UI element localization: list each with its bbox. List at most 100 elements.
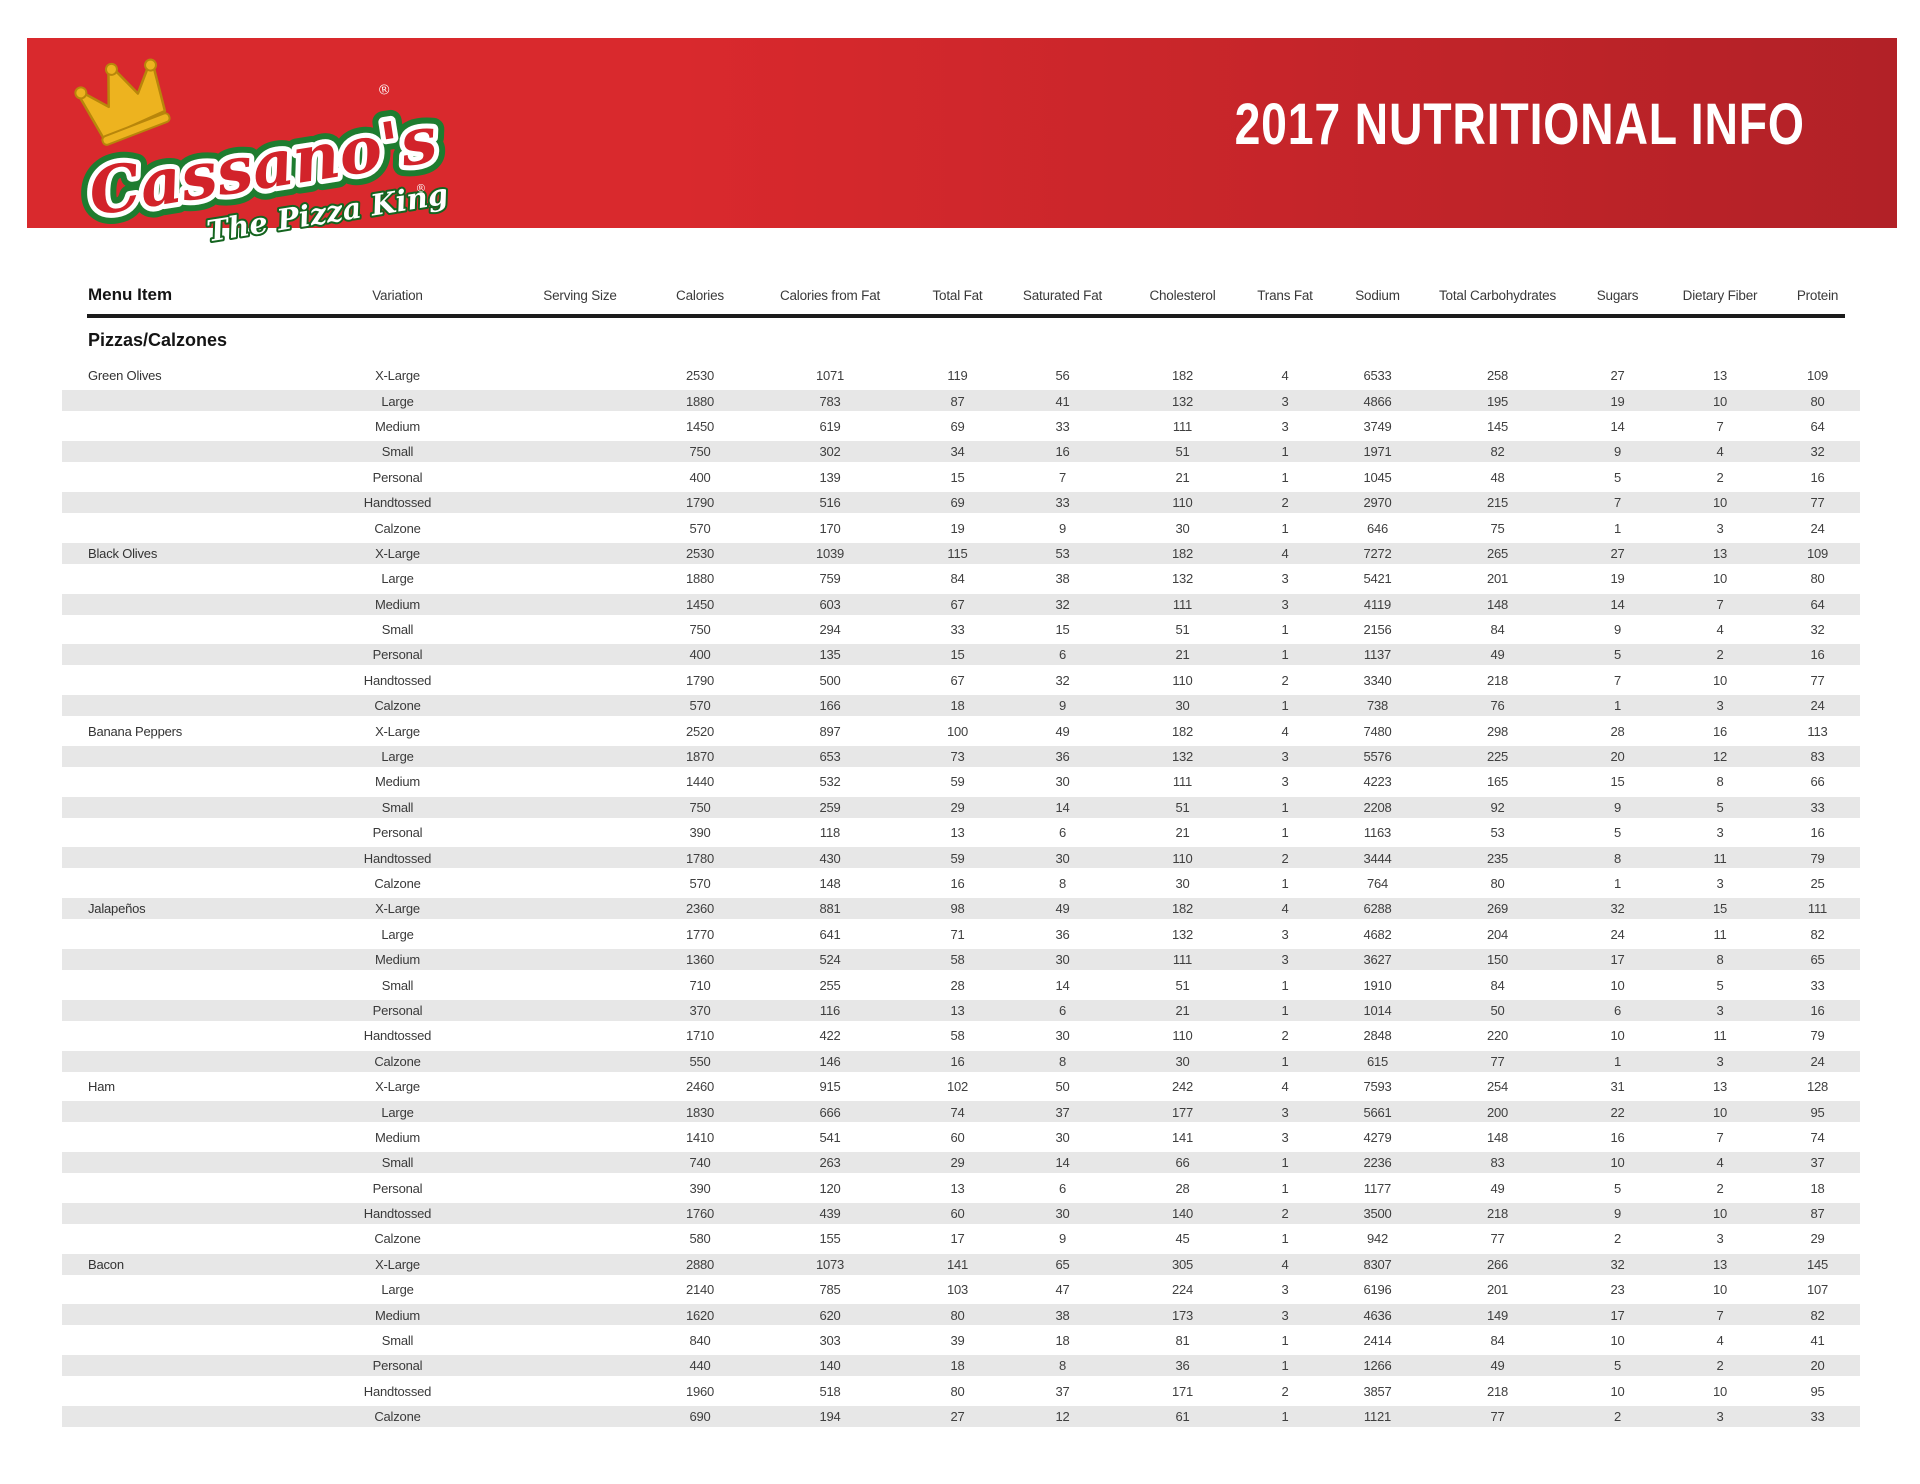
value-cell: 32	[1055, 672, 1070, 688]
value-cell: 258	[1486, 368, 1509, 384]
variation-cell: Large	[381, 571, 414, 587]
value-cell: 74	[915, 1099, 1000, 1125]
value-cell: 14	[1610, 418, 1625, 434]
value-cell: 17	[950, 1231, 965, 1247]
value-cell: 80	[1490, 876, 1505, 891]
section-header: Pizzas/Calzones	[88, 330, 228, 350]
variation-cell: Small	[290, 439, 505, 465]
value-cell: 12	[1000, 1404, 1125, 1430]
table-row: Small 750 259 29 14 51 1 2208 92 9 5 33	[62, 794, 1860, 821]
value-cell: 10	[1712, 571, 1728, 587]
value-cell: 30	[1000, 1200, 1125, 1227]
value-cell: 8307	[1330, 1251, 1425, 1278]
variation-cell: Large	[290, 1099, 505, 1125]
col-header-total-carbohydrates: Total Carbohydrates	[1438, 287, 1556, 303]
table-row: Medium 1360 524 58 30 111 3 3627 150 17 8 65	[62, 946, 1860, 973]
table-row: Personal 400 135 15 6 21 1 1137 49 5 2 16	[62, 642, 1860, 668]
value-cell: 140	[1125, 1200, 1240, 1227]
value-cell: 141	[915, 1251, 1000, 1278]
table-row: Calzone 550 146 16 8 30 1 615 77 1 3 24	[62, 1048, 1860, 1074]
value-cell: 15	[1055, 622, 1070, 638]
table-row: Handtossed 1790 500 67 32 110 2 3340 218 7 10 77	[62, 668, 1860, 693]
serving-size-cell	[505, 718, 655, 743]
value-cell: 80	[1810, 571, 1825, 587]
menu-item-cell	[62, 1176, 290, 1201]
value-cell: 182	[1171, 368, 1194, 384]
value-cell: 4866	[1330, 388, 1425, 414]
variation-cell: Large	[381, 926, 414, 942]
value-cell: 1	[1240, 1353, 1330, 1379]
value-cell: 14	[1570, 591, 1665, 617]
value-cell: 1	[1240, 642, 1330, 668]
value-cell: 3	[1716, 1231, 1724, 1247]
value-cell: 6	[1570, 997, 1665, 1024]
menu-item-cell: Bacon	[62, 1251, 290, 1278]
value-cell: 49	[1425, 642, 1570, 668]
value-cell: 41	[1000, 388, 1125, 414]
menu-item-cell	[62, 1226, 290, 1251]
value-cell: 58	[915, 946, 1000, 973]
table-row: Ham X-Large 2460 915 102 50 242 4 7593 254 31 13 128	[62, 1074, 1860, 1099]
value-cell: 32	[1775, 439, 1860, 465]
value-cell: 10	[1712, 1282, 1728, 1298]
table-row: Large 2140 785 103 47 224 3 6196 201 23 10 107	[62, 1277, 1860, 1302]
menu-item-cell	[62, 1404, 290, 1430]
value-cell: 24	[1775, 693, 1860, 719]
value-cell: 59	[915, 845, 1000, 871]
value-cell: 64	[1810, 418, 1825, 434]
value-cell: 4	[1281, 368, 1289, 384]
value-cell: 1	[1240, 1150, 1330, 1176]
value-cell: 95	[1810, 1383, 1825, 1399]
value-cell: 2360	[655, 896, 745, 922]
menu-item-cell: Green Olives	[88, 368, 162, 384]
nutrition-table: Menu Item Variation Serving Size Calories Ca…	[62, 276, 1860, 1430]
table-row: Medium 1410 541 60 30 141 3 4279 148 16 7 74	[62, 1125, 1860, 1150]
menu-item-cell	[62, 871, 290, 896]
value-cell: 4119	[1330, 591, 1425, 617]
value-cell: 17	[1570, 1302, 1665, 1328]
value-cell: 67	[915, 591, 1000, 617]
value-cell: 135	[745, 642, 915, 668]
value-cell: 10	[1610, 1333, 1625, 1349]
value-cell: 750	[655, 439, 745, 465]
value-cell: 37	[1775, 1150, 1860, 1176]
table-row: Large 1880 783 87 41 132 3 4866 195 19 10 80	[62, 388, 1860, 414]
value-cell: 422	[819, 1028, 841, 1044]
value-cell: 28	[1175, 1180, 1190, 1196]
serving-size-cell	[505, 1200, 655, 1227]
value-cell: 13	[1712, 1079, 1728, 1095]
value-cell: 165	[1486, 774, 1509, 790]
value-cell: 10	[1665, 489, 1775, 516]
value-cell: 9	[1613, 622, 1622, 638]
value-cell: 109	[1806, 368, 1829, 384]
value-cell: 110	[1172, 1028, 1193, 1044]
value-cell: 19	[950, 520, 965, 536]
value-cell: 4	[1240, 540, 1330, 567]
value-cell: 2208	[1330, 794, 1425, 821]
menu-item-cell	[62, 465, 290, 490]
serving-size-cell	[505, 1099, 655, 1125]
serving-size-cell	[505, 896, 655, 922]
value-cell: 7	[1716, 1129, 1724, 1145]
value-cell: 139	[819, 469, 841, 485]
value-cell: 65	[1000, 1251, 1125, 1278]
value-cell: 7480	[1363, 723, 1392, 739]
menu-item-cell	[62, 1099, 290, 1125]
value-cell: 84	[1490, 977, 1505, 993]
value-cell: 1121	[1330, 1404, 1425, 1430]
value-cell: 80	[915, 1302, 1000, 1328]
value-cell: 570	[689, 876, 711, 891]
variation-cell: Personal	[290, 997, 505, 1024]
value-cell: 16	[1712, 723, 1728, 739]
variation-cell: Personal	[372, 469, 423, 485]
value-cell: 9	[1058, 520, 1067, 536]
value-cell: 18	[1810, 1180, 1825, 1196]
value-cell: 81	[1175, 1333, 1190, 1349]
value-cell: 550	[655, 1048, 745, 1074]
value-cell: 259	[745, 794, 915, 821]
variation-cell: Medium	[374, 418, 421, 434]
menu-item-cell	[62, 946, 290, 973]
value-cell: 1014	[1330, 997, 1425, 1024]
value-cell: 1440	[685, 774, 715, 790]
value-cell: 110	[1125, 489, 1240, 516]
